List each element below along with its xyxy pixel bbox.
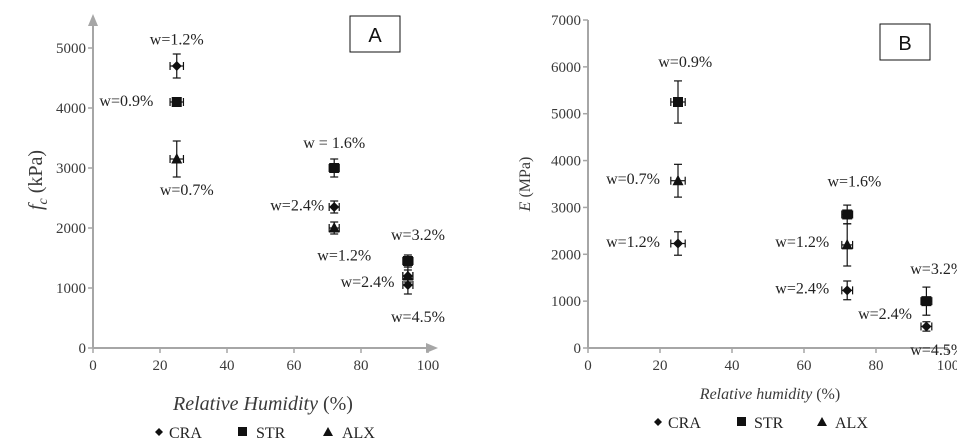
panel-b-x-axis-title-text: Relative humidity	[699, 386, 813, 403]
panel-a-point-str	[402, 256, 413, 266]
panel-b-marks: 0 1000 2000 3000 4000 5000 6000 7000 0 20 40 60 80 10…	[551, 13, 957, 374]
panel-b-x-tick-label: 60	[797, 358, 812, 374]
panel-b-x-tick-label: 80	[869, 358, 884, 374]
panel-b-point-str	[842, 209, 853, 220]
panel-b-y-axis-unit: (MPa)	[517, 157, 534, 202]
panel-a-point-str	[329, 163, 340, 173]
panel-b-point-alx	[672, 174, 684, 186]
panel-b-annotation: w=3.2%	[910, 261, 957, 278]
panel-a-x-tick-label: 0	[89, 358, 97, 374]
panel-a-marks: 0 1000 2000 3000 4000 5000 0 20 40 60 80 100 w=1.2% w…	[56, 31, 445, 374]
panel-a-legend-marker-str	[238, 427, 247, 436]
panel-a-x-axis-title-text: Relative Humidity	[172, 393, 318, 415]
panel-b-letter-box	[879, 23, 931, 61]
panel-a-y-tick-label: 2000	[56, 221, 86, 237]
panel-b-y-tick-label: 4000	[551, 154, 581, 170]
panel-a-x-tick-label: 60	[287, 358, 302, 374]
panel-b-y-tick-label: 2000	[551, 247, 581, 263]
panel-b-legend-label-cra: CRA	[668, 415, 701, 432]
panel-b-point-cra	[921, 321, 932, 332]
panel-a-y-axis-arrow	[88, 14, 98, 26]
panel-b-y-tick-label: 3000	[551, 200, 581, 216]
panel-a-y-tick-label: 5000	[56, 41, 86, 57]
panel-a-annotation: w=1.2%	[150, 31, 204, 48]
panel-b-legend-marker-str	[737, 417, 746, 426]
panel-b-annotation: w=1.2%	[606, 234, 660, 251]
panel-a-x-tick-label: 20	[153, 358, 168, 374]
panel-b-y-axis-symbol: E	[517, 201, 534, 212]
panel-a-legend-label-alx: ALX	[342, 425, 375, 441]
panel-a-y-tick-label: 4000	[56, 101, 86, 117]
panel-a-legend-label-cra: CRA	[169, 425, 202, 441]
panel-a-letter: A	[368, 25, 382, 47]
panel-a-y-tick-label: 1000	[56, 281, 86, 297]
panel-b-x-tick-label: 40	[725, 358, 740, 374]
panel-b-legend-marker-alx	[817, 417, 827, 426]
panel-a-annotation: w=0.7%	[160, 182, 214, 199]
panel-a-annotation: w=4.5%	[391, 309, 445, 326]
chart-panel-a: A 0 1000 2000 3000 4000 5000 0 20 40 60 80 100 w=1.2…	[25, 14, 445, 441]
panel-a-annotation: w = 1.6%	[303, 135, 365, 152]
panel-a-y-axis-subscript: c	[36, 197, 51, 204]
panel-a-annotation: w=1.2%	[317, 247, 371, 264]
panel-b-annotation: w=1.2%	[775, 234, 829, 251]
panel-b-point-str	[673, 97, 683, 107]
panel-a-x-axis-arrow	[426, 343, 438, 353]
panel-b-x-tick-label: 0	[584, 358, 592, 374]
panel-b-annotation: w=1.6%	[827, 173, 881, 190]
panel-a-y-axis-symbol: f	[25, 202, 47, 210]
panel-b-point-cra	[673, 238, 683, 249]
panel-b-y-tick-label: 7000	[551, 13, 581, 29]
panel-a-y-axis-unit: (kPa)	[25, 150, 47, 198]
panel-b-legend-label-alx: ALX	[835, 415, 868, 432]
panel-b-annotation: w=0.7%	[606, 171, 660, 188]
panel-b-point-alx	[841, 238, 853, 250]
panel-b-annotation: w=4.5%	[910, 342, 957, 359]
panel-a-legend-marker-alx	[323, 427, 333, 436]
panel-a-x-tick-label: 80	[354, 358, 369, 374]
panel-b-point-cra	[842, 285, 853, 296]
panel-a-point-cra	[171, 61, 182, 71]
panel-a-letter-box	[349, 15, 401, 53]
panel-b-x-tick-label: 20	[653, 358, 668, 374]
panel-b-x-axis-title-unit: (%)	[812, 386, 840, 403]
panel-a-point-alx	[328, 222, 340, 233]
panel-b-legend-marker-cra	[654, 418, 662, 426]
panel-a-point-cra	[329, 202, 340, 212]
panel-b-legend: CRA STR ALX	[654, 415, 868, 432]
panel-a-x-tick-label: 100	[417, 358, 440, 374]
panel-b-legend-label-str: STR	[754, 415, 784, 432]
chart-panel-b: B 0 1000 2000 3000 4000 5000 6000 7000 0 20 40 60 80…	[517, 13, 957, 432]
panel-a-annotation: w=2.4%	[341, 274, 395, 291]
panel-b-annotation: w=2.4%	[858, 306, 912, 323]
panel-a-legend-marker-cra	[155, 428, 163, 436]
panel-b-x-axis-title: Relative humidity (%)	[699, 386, 840, 403]
panel-a-point-str	[171, 97, 182, 107]
panel-a-x-tick-label: 40	[220, 358, 235, 374]
panel-b-y-tick-label: 0	[574, 341, 582, 357]
panel-a-legend: CRA STR ALX	[155, 425, 375, 441]
panel-b-y-axis-title: E (MPa)	[517, 157, 534, 213]
panel-a-x-axis-title: Relative Humidity (%)	[172, 393, 353, 415]
panel-a-point-alx	[402, 270, 414, 281]
panel-a-annotation: w=2.4%	[270, 198, 324, 215]
panel-a-legend-label-str: STR	[256, 425, 286, 441]
panel-b-y-tick-label: 1000	[551, 294, 581, 310]
panel-b-annotation: w=2.4%	[775, 281, 829, 298]
panel-a-y-tick-label: 3000	[56, 161, 86, 177]
panel-a-x-axis-title-unit: (%)	[318, 393, 353, 415]
panel-b-y-tick-label: 5000	[551, 107, 581, 123]
panel-a-y-tick-label: 0	[79, 341, 87, 357]
panel-b-y-tick-label: 6000	[551, 60, 581, 76]
panel-a-annotation: w=3.2%	[391, 227, 445, 244]
panel-a-point-alx	[171, 153, 183, 164]
panel-b-letter: B	[898, 33, 911, 55]
panel-b-annotation: w=0.9%	[658, 54, 712, 71]
panel-a-y-axis-title: fc (kPa)	[25, 150, 51, 210]
panel-b-point-str	[921, 296, 932, 307]
panel-a-annotation: w=0.9%	[99, 93, 153, 110]
panel-b-x-tick-label: 100	[937, 358, 957, 374]
